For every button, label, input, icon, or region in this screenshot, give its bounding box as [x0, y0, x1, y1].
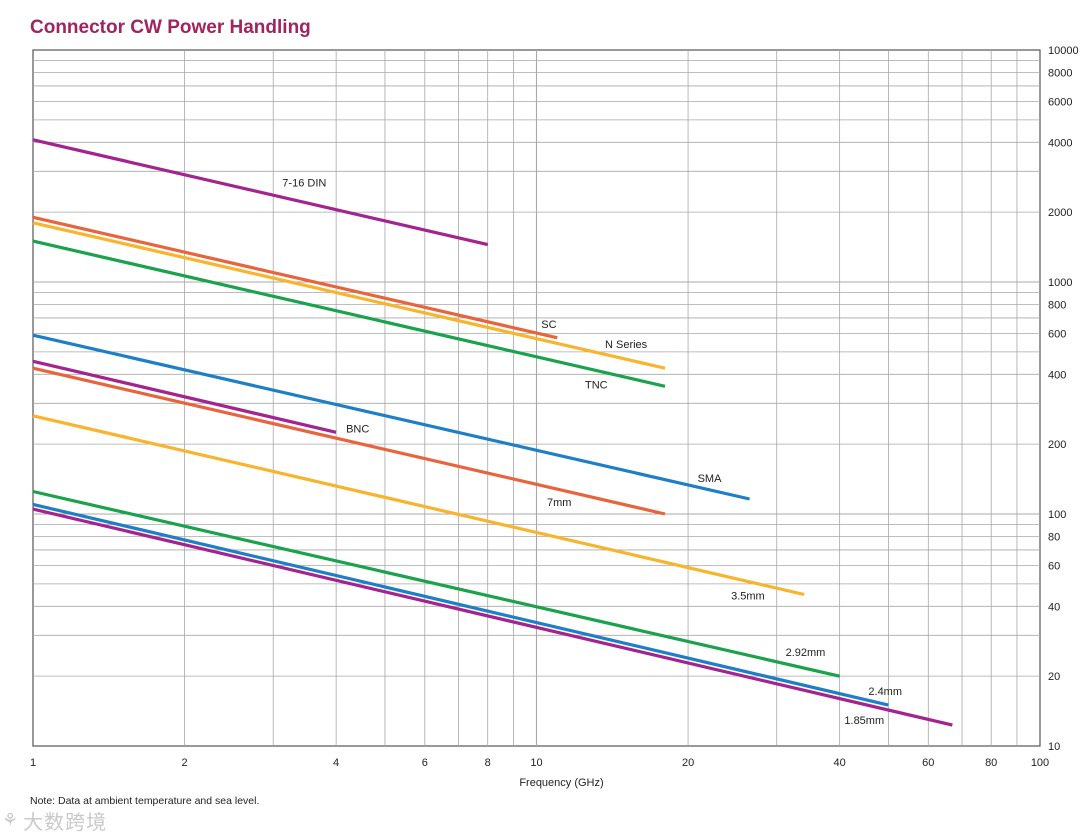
- x-tick-label: 80: [985, 757, 997, 769]
- series-line-7-16-din: [32, 138, 489, 247]
- y-tick-label: 10000: [1048, 45, 1079, 57]
- y-tick-label: 2000: [1048, 207, 1072, 219]
- y-tick-label: 4000: [1048, 137, 1072, 149]
- series-label-bnc: BNC: [346, 423, 369, 435]
- series-line-sc: [32, 215, 558, 340]
- watermark: ⚘ 大数跨境: [2, 806, 107, 835]
- x-tick-label: 8: [485, 757, 491, 769]
- power-handling-chart: 7-16 DIN SC N Series TNC SMA BNC 7mm 3.5mm 2.92m…: [30, 45, 1079, 789]
- x-tick-label: 60: [922, 757, 934, 769]
- x-tick-label: 100: [1031, 757, 1049, 769]
- footnote: Note: Data at ambient temperature and se…: [30, 795, 260, 807]
- y-tick-label: 8000: [1048, 68, 1072, 80]
- y-tick-label: 600: [1048, 329, 1066, 341]
- watermark-text: 大数跨境: [23, 810, 108, 834]
- y-tick-label: 100: [1048, 509, 1066, 521]
- series-line-2-4mm: [32, 502, 889, 707]
- y-tick-label: 60: [1048, 561, 1060, 573]
- series-label-3-5mm: 3.5mm: [731, 591, 765, 603]
- series-label-tnc: TNC: [585, 379, 608, 391]
- series-label-2-4mm: 2.4mm: [868, 686, 902, 698]
- y-tick-label: 200: [1048, 439, 1066, 451]
- y-tick-label: 1000: [1048, 277, 1072, 289]
- series-line-sma: [32, 333, 750, 501]
- y-tick-label: 80: [1048, 532, 1060, 544]
- series-label-2-92mm: 2.92mm: [786, 647, 826, 659]
- series-line-n-series: [32, 221, 666, 370]
- y-tick-label: 400: [1048, 369, 1066, 381]
- x-tick-label: 2: [182, 757, 188, 769]
- series-label-7-16-din: 7-16 DIN: [282, 177, 326, 189]
- series-line-1-85mm: [32, 507, 953, 727]
- series-line-bnc: [32, 359, 337, 434]
- series-line-3-5mm: [32, 414, 805, 597]
- y-tick-label: 20: [1048, 671, 1060, 683]
- x-tick-label: 10: [530, 757, 542, 769]
- series-line-2-92mm: [32, 489, 840, 678]
- series-label-7mm: 7mm: [547, 497, 571, 509]
- series-label-n-series: N Series: [605, 339, 648, 351]
- y-tick-label: 40: [1048, 601, 1060, 613]
- series-label-sma: SMA: [698, 473, 723, 485]
- x-tick-label: 6: [422, 757, 428, 769]
- series-label-1-85mm: 1.85mm: [844, 715, 884, 727]
- y-tick-label: 6000: [1048, 97, 1072, 109]
- y-tick-label: 800: [1048, 300, 1066, 312]
- x-axis-label: Frequency (GHz): [519, 777, 603, 789]
- y-tick-label: 10: [1048, 741, 1060, 753]
- x-tick-label: 4: [333, 757, 339, 769]
- x-tick-label: 40: [833, 757, 845, 769]
- series-line-tnc: [32, 239, 666, 388]
- x-tick-label: 1: [30, 757, 36, 769]
- series-label-sc: SC: [541, 319, 556, 331]
- series-line-7mm: [32, 366, 666, 516]
- swirl-logo-icon: ⚘: [2, 810, 20, 831]
- chart-title: Connector CW Power Handling: [30, 17, 311, 38]
- x-tick-label: 20: [682, 757, 694, 769]
